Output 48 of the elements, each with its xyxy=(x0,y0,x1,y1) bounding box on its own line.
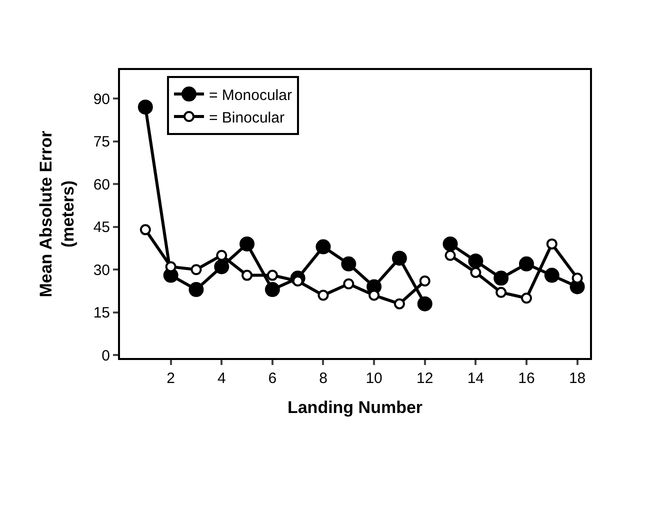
y-tick-label: 0 xyxy=(102,347,110,364)
point xyxy=(520,292,532,304)
x-tick-label: 12 xyxy=(416,370,434,387)
x-tick-label: 14 xyxy=(467,370,484,387)
point xyxy=(470,266,482,278)
x-tick-label: 4 xyxy=(217,370,226,387)
point xyxy=(442,236,458,252)
point xyxy=(496,286,507,298)
point xyxy=(468,254,484,269)
point xyxy=(419,276,430,287)
y-tick-label: 30 xyxy=(93,262,110,279)
point xyxy=(392,250,407,266)
point xyxy=(266,270,278,281)
point xyxy=(417,296,432,312)
point xyxy=(216,250,228,261)
y-tick-label: 90 xyxy=(93,90,110,108)
point xyxy=(242,270,253,281)
x-tick-label: 18 xyxy=(568,370,586,387)
x-tick-label: 10 xyxy=(366,370,382,387)
point xyxy=(444,250,456,261)
y-tick-label: 15 xyxy=(93,304,110,322)
point xyxy=(138,100,153,115)
y-tick-label: 60 xyxy=(93,176,110,194)
x-tick-label: 2 xyxy=(166,370,175,387)
point xyxy=(240,236,255,252)
point xyxy=(544,268,560,283)
y-tick-label: 45 xyxy=(93,219,110,236)
x-tick-label: 6 xyxy=(268,370,277,387)
legend-label: = Binocular xyxy=(209,109,284,126)
point xyxy=(140,224,151,236)
point xyxy=(341,256,356,272)
point xyxy=(316,239,331,254)
x-axis-title: Landing Number xyxy=(287,398,423,417)
y-tick-label: 75 xyxy=(93,134,110,151)
point xyxy=(214,259,230,274)
point xyxy=(494,270,509,286)
legend-label: = Monocular xyxy=(209,86,292,104)
point xyxy=(318,290,329,301)
x-tick-label: 8 xyxy=(319,370,328,387)
point xyxy=(343,278,354,290)
point xyxy=(546,238,558,250)
point xyxy=(264,282,280,298)
point xyxy=(394,298,405,310)
point xyxy=(518,256,534,272)
x-tick-label: 16 xyxy=(518,370,535,387)
point xyxy=(190,264,202,276)
point xyxy=(188,282,204,298)
y-axis-title: Mean Absolute Error (meters) xyxy=(36,130,78,298)
